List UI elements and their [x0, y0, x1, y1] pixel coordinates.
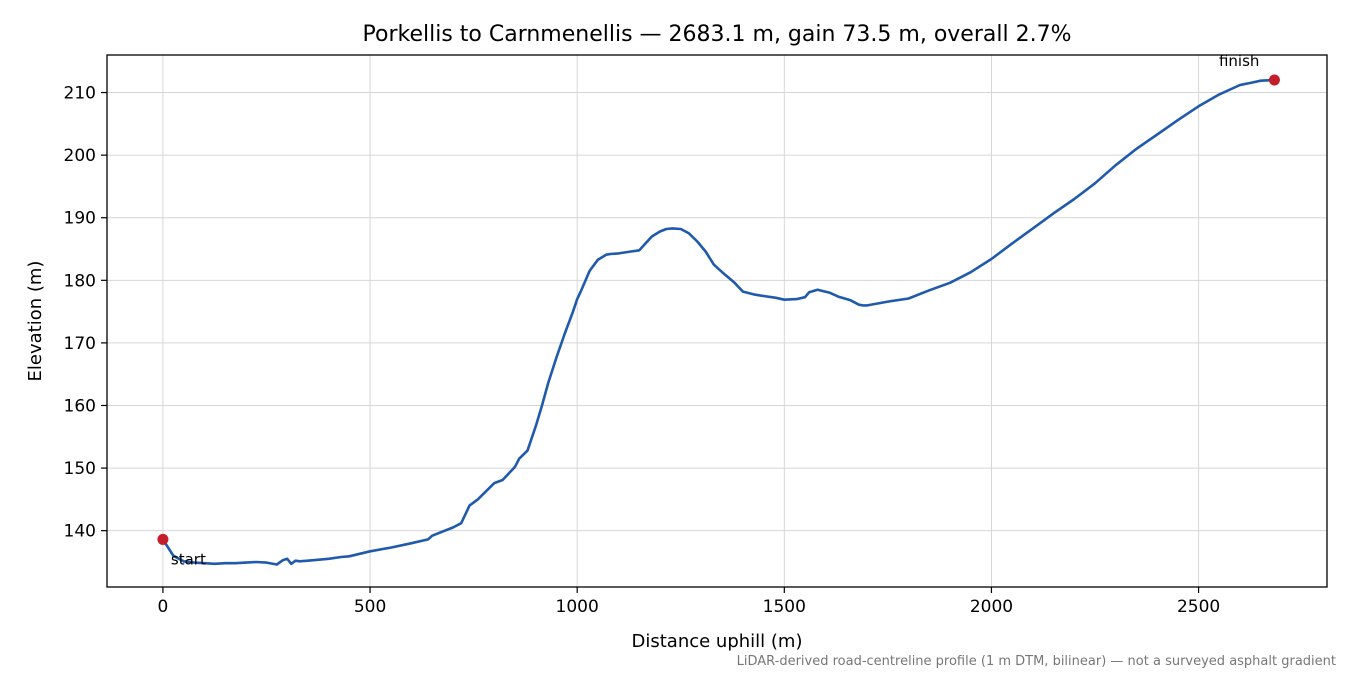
- x-tick-label: 1500: [763, 597, 806, 617]
- y-tick-label: 190: [64, 209, 96, 229]
- chart-title: Porkellis to Carnmenellis — 2683.1 m, ga…: [363, 22, 1072, 47]
- y-tick-label: 200: [64, 146, 96, 166]
- grid: [107, 55, 1327, 587]
- finish-label: finish: [1219, 52, 1259, 70]
- elevation-line: [161, 78, 1275, 566]
- x-axis-ticks: 0 500 1000 1500 2000 2500: [158, 587, 1220, 617]
- y-tick-label: 210: [64, 84, 96, 104]
- x-tick-label: 2500: [1177, 597, 1220, 617]
- y-tick-label: 150: [64, 459, 96, 479]
- finish-marker: [1268, 74, 1280, 86]
- x-tick-label: 0: [158, 597, 169, 617]
- x-tick-label: 1000: [556, 597, 599, 617]
- y-axis-ticks: 140 150 160 170 180 190 200 210: [64, 84, 107, 542]
- y-axis-label: Elevation (m): [25, 261, 46, 382]
- plot-frame: [106, 54, 1328, 588]
- footnote: LiDAR-derived road-centreline profile (1…: [737, 654, 1336, 669]
- x-axis-label: Distance uphill (m): [632, 631, 803, 652]
- y-tick-label: 180: [64, 271, 96, 291]
- start-marker: [157, 533, 169, 545]
- y-tick-label: 170: [64, 334, 96, 354]
- x-tick-label: 2000: [970, 597, 1013, 617]
- y-tick-label: 140: [64, 522, 96, 542]
- annotations: start finish: [171, 52, 1260, 568]
- start-label: start: [171, 550, 206, 568]
- endpoint-markers: [157, 74, 1280, 545]
- y-tick-label: 160: [64, 396, 96, 416]
- x-tick-label: 500: [354, 597, 386, 617]
